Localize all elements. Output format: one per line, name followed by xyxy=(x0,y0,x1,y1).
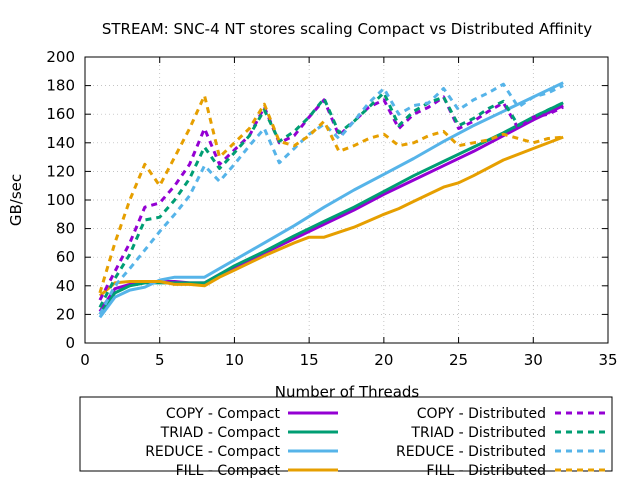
x-tick-label: 15 xyxy=(300,351,319,369)
series-line-reduce-compact xyxy=(98,81,564,319)
legend-label: TRIAD - Compact xyxy=(160,425,281,441)
x-tick-label: 5 xyxy=(155,351,165,369)
series-layer xyxy=(98,81,564,319)
y-tick-label: 140 xyxy=(46,134,75,152)
x-tick-label: 20 xyxy=(374,351,393,369)
legend-box xyxy=(79,396,613,472)
y-tick-label: 0 xyxy=(65,334,75,352)
y-tick-label: 160 xyxy=(46,105,75,123)
y-tick-label: 40 xyxy=(56,277,75,295)
chart-title: STREAM: SNC-4 NT stores scaling Compact … xyxy=(102,20,592,38)
y-axis-label: GB/sec xyxy=(7,174,25,226)
legend-label: FILL - Distributed xyxy=(426,463,546,479)
y-tick-label: 80 xyxy=(56,220,75,238)
legend-label: COPY - Compact xyxy=(166,406,281,422)
y-tick-label: 60 xyxy=(56,248,75,266)
x-tick-label: 0 xyxy=(80,351,90,369)
legend: COPY - Compact TRIAD - Compact REDUCE - Co… xyxy=(79,396,613,479)
legend-label: REDUCE - Distributed xyxy=(396,444,546,460)
x-tick-label: 35 xyxy=(598,351,617,369)
series-line-fill-compact xyxy=(98,135,564,297)
plot-frame xyxy=(84,56,609,344)
series-line-reduce-distributed xyxy=(98,82,564,316)
legend-label: REDUCE - Compact xyxy=(145,444,280,460)
series-line-fill-distributed xyxy=(98,94,564,294)
series-line-copy-distributed xyxy=(98,95,564,301)
y-tick-label: 120 xyxy=(46,162,75,180)
y-tick-label: 200 xyxy=(46,48,75,66)
y-tick-label: 180 xyxy=(46,77,75,95)
axis-ticks: 0 5 10 15 20 25 30 35 0 20 40 60 80 100 120 140 160 180 20… xyxy=(46,48,617,369)
y-tick-label: 100 xyxy=(46,191,75,209)
y-tick-label: 20 xyxy=(56,305,75,323)
x-tick-label: 25 xyxy=(449,351,468,369)
x-tick-label: 30 xyxy=(524,351,543,369)
legend-label: FILL - Compact xyxy=(176,463,281,479)
legend-label: TRIAD - Distributed xyxy=(410,425,546,441)
legend-label: COPY - Distributed xyxy=(417,406,546,422)
x-tick-label: 10 xyxy=(225,351,244,369)
